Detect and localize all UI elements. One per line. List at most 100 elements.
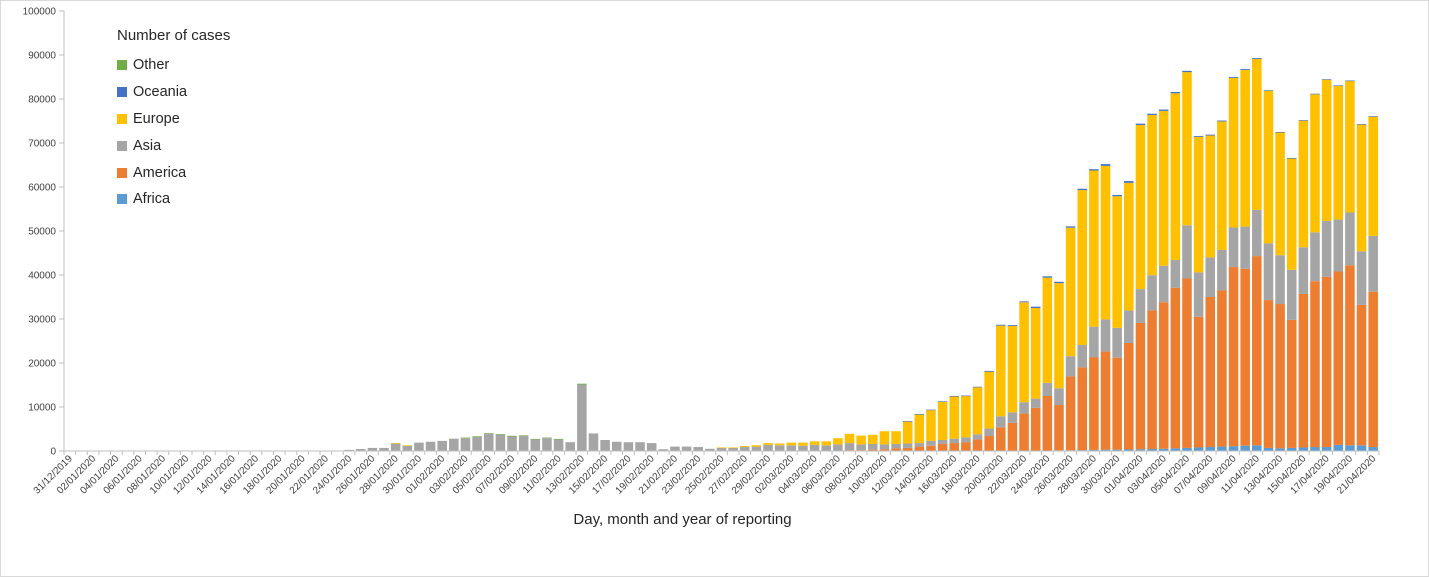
bar-segment-america [1228,267,1239,447]
bar-segment-america [1298,293,1309,448]
bar-segment-africa [1135,449,1146,451]
bar-segment-europe [1170,93,1181,261]
bar-segment-europe [1182,72,1192,226]
bar-segment-asia [472,436,482,451]
bar-segment-america [1286,319,1297,448]
bar-segment-other [483,433,494,434]
bar-segment-europe [1345,80,1355,213]
bar-segment-asia [402,445,413,451]
bar-segment-europe [798,442,808,446]
y-tick-label: 90000 [28,51,56,62]
bar-segment-asia [914,443,925,447]
bar-segment-europe [821,441,831,446]
bar-segment-america [1019,413,1029,451]
bar-segment-oceania [1286,157,1297,159]
bar-segment-europe [1030,308,1041,399]
y-tick-label: 0 [50,447,56,458]
bar-segment-asia [1333,219,1344,272]
bar-segment-america [937,443,948,451]
bar-segment-america [1170,287,1181,449]
bar-segment-asia [1286,269,1297,320]
bar-segment-asia [1298,247,1309,294]
bar-segment-asia [437,440,447,451]
bar-segment-africa [1263,447,1274,451]
bar-segment-oceania [1193,135,1204,137]
legend-item-africa: Africa [117,186,230,213]
bar-segment-africa [1321,447,1332,451]
bar-segment-america [902,447,913,451]
bar-segment-asia [844,443,855,451]
bar-segment-asia [542,438,552,451]
bar-segment-asia [379,447,389,451]
bar-segment-oceania [961,395,971,397]
bar-segment-europe [1065,227,1076,357]
bar-segment-europe [1089,170,1099,327]
bar-segment-america [949,443,960,451]
y-tick-label: 70000 [28,139,56,150]
bar-segment-america [1065,376,1076,451]
bar-segment-america [1135,322,1146,450]
bar-segment-oceania [1007,325,1018,327]
bar-segment-asia [658,449,669,451]
bar-segment-oceania [937,401,948,402]
bar-segment-america [972,439,983,451]
bar-segment-asia [1345,212,1355,266]
bar-segment-asia [774,445,785,451]
bar-segment-europe [1356,124,1367,252]
bar-segment-oceania [996,324,1006,326]
bar-segment-america [1147,310,1157,450]
bar-segment-europe [1158,110,1169,266]
bar-segment-asia [1030,398,1041,408]
bar-segment-oceania [1205,134,1216,136]
bar-segment-oceania [1112,194,1122,197]
bar-segment-europe [1205,135,1216,258]
bar-segment-oceania [1077,188,1088,191]
bar-segment-oceania [949,396,960,397]
legend-label-asia: Asia [133,137,162,154]
bar-segment-america [984,436,994,451]
bar-segment-other [460,437,471,439]
bar-segment-oceania [1310,93,1320,95]
bar-segment-other [472,436,482,437]
bar-segment-asia [1158,265,1169,303]
bar-segment-other [495,434,506,435]
bar-segment-oceania [1252,58,1262,59]
bar-segment-europe [390,443,401,444]
bar-segment-europe [984,371,994,429]
bar-segment-europe [961,396,971,438]
bar-segment-asia [798,445,808,451]
bar-segment-oceania [1019,301,1029,303]
bar-segment-asia [763,444,773,451]
bar-segment-asia [1019,402,1029,414]
legend-swatch-africa [117,194,127,205]
bar-segment-oceania [1135,123,1146,125]
bar-segment-oceania [1054,281,1064,284]
bar-segment-europe [774,443,785,446]
bar-segment-europe [937,401,948,440]
bar-segment-europe [1321,79,1332,221]
bar-segment-europe [716,447,727,449]
bar-segment-africa [1275,448,1285,451]
legend-item-asia: Asia [117,132,230,159]
bar-segment-asia [693,447,703,451]
bar-segment-europe [1193,136,1204,273]
bar-segment-oceania [1368,116,1378,117]
bar-segment-europe [1217,121,1227,250]
bar-segment-asia [1065,356,1076,377]
bar-segment-oceania [1333,85,1344,86]
bar-segment-africa [1240,445,1250,451]
bar-segment-asia [1321,220,1332,277]
bar-segment-america [1240,268,1250,446]
legend-label-africa: Africa [133,191,171,208]
bar-segment-asia [577,384,587,451]
bar-segment-america [1112,357,1122,450]
bar-segment-asia [1135,289,1146,323]
y-tick-label: 60000 [28,183,56,194]
bar-segment-asia [937,440,948,444]
bar-segment-europe [1275,132,1285,256]
bar-segment-asia [414,442,424,451]
bar-segment-africa [1333,444,1344,451]
bar-segment-europe [1333,85,1344,220]
bar-segment-asia [1147,275,1157,311]
